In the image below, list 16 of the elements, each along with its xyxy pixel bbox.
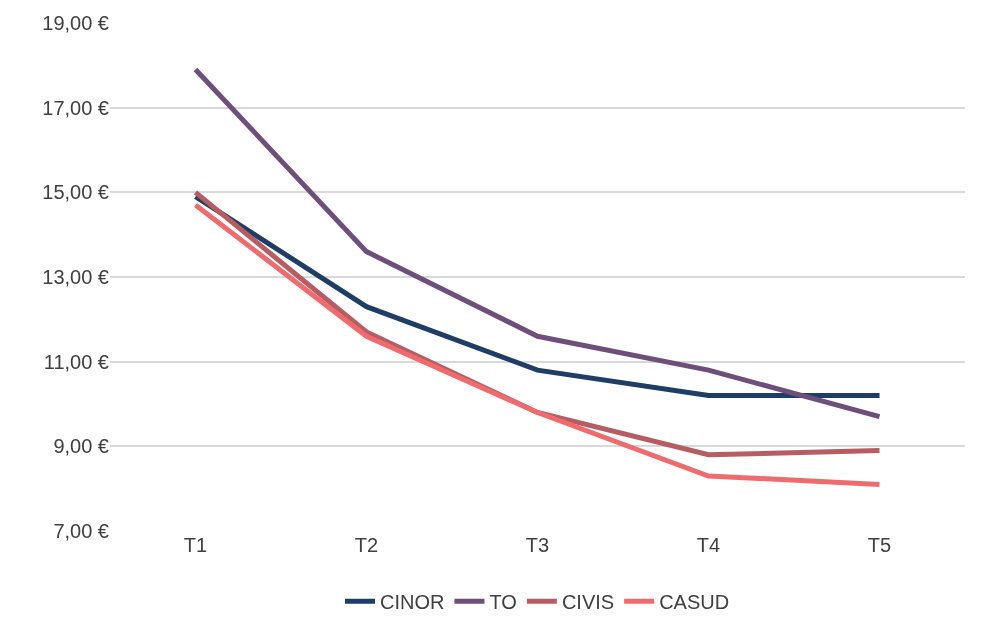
x-tick-label: T3 bbox=[525, 534, 550, 556]
legend-label: CINOR bbox=[380, 591, 445, 614]
legend-label: CASUD bbox=[659, 591, 730, 614]
y-tick-label: 11,00 € bbox=[43, 350, 109, 373]
y-tick-label: 13,00 € bbox=[42, 266, 109, 288]
legend-label: TO bbox=[489, 591, 517, 614]
legend-label: CIVIS bbox=[561, 591, 615, 614]
x-tick-label: T4 bbox=[696, 534, 721, 556]
y-tick-label: 7,00 € bbox=[53, 520, 109, 542]
y-tick-label: 15,00 € bbox=[42, 181, 109, 204]
x-tick-label: T2 bbox=[354, 534, 379, 556]
x-tick-label: T1 bbox=[183, 534, 208, 556]
y-tick-label: 19,00 € bbox=[42, 12, 109, 34]
x-tick-label: T5 bbox=[867, 534, 892, 556]
y-tick-label: 17,00 € bbox=[42, 96, 109, 119]
y-tick-label: 9,00 € bbox=[53, 435, 109, 458]
